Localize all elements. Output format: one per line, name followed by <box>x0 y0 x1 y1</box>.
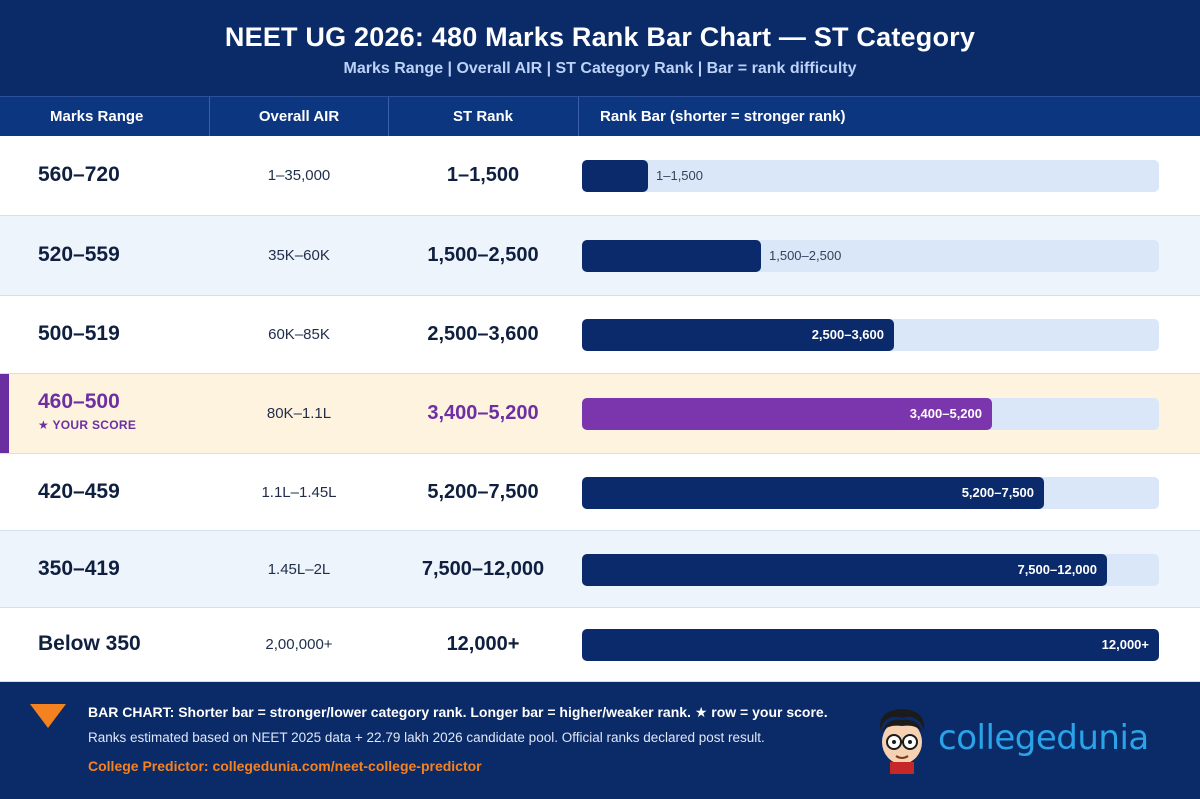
rank-bar-track: 2,500–3,600 <box>582 319 1159 351</box>
column-divider <box>209 97 210 137</box>
rank-bar-track: 7,500–12,000 <box>582 553 1159 586</box>
column-header-st-rank: ST Rank <box>452 108 513 125</box>
rank-bar-track: 1–1,500 <box>582 160 1159 192</box>
rank-table-body: 560–720 1–35,000 1–1,500 1–1,500 520–559 35K–… <box>0 136 1200 682</box>
rank-bar-label: 7,500–12,000 <box>1017 561 1097 577</box>
rank-bar-label: 2,500–3,600 <box>811 327 884 342</box>
rank-bar-label: 3,400–5,200 <box>909 406 982 421</box>
marks-range-cell: 520–559 <box>38 243 120 266</box>
rank-bar-label: 12,000+ <box>1101 637 1149 652</box>
overall-air-cell: 1.45L–2L <box>267 560 331 578</box>
column-header-marks: Marks Range <box>50 108 144 125</box>
marks-range-cell: 560–720 <box>38 163 120 186</box>
table-row: 520–559 35K–60K 1,500–2,500 1,500–2,500 <box>0 216 1200 296</box>
rank-bar-track: 5,200–7,500 <box>582 476 1159 509</box>
chart-subtitle: Marks Range | Overall AIR | ST Category … <box>343 60 857 77</box>
your-score-badge: ★ YOUR SCORE <box>38 418 137 432</box>
rank-bar <box>582 398 992 430</box>
table-row: 420–459 1.1L–1.45L 5,200–7,500 5,200–7,500 <box>0 454 1200 531</box>
table-row: 500–519 60K–85K 2,500–3,600 2,500–3,600 <box>0 296 1200 374</box>
table-row-your-score: 460–500 ★ YOUR SCORE 80K–1.1L 3,400–5,200 3,… <box>0 374 1200 454</box>
column-header-rank-bar: Rank Bar (shorter = stronger rank) <box>600 108 846 125</box>
column-divider <box>388 97 389 137</box>
rank-bar <box>582 629 1159 661</box>
overall-air-cell: 1.1L–1.45L <box>261 483 337 501</box>
marks-range-cell: Below 350 <box>38 632 141 655</box>
st-rank-cell: 3,400–5,200 <box>427 402 539 424</box>
st-rank-cell: 1,500–2,500 <box>427 244 539 266</box>
rank-bar-track: 1,500–2,500 <box>582 240 1159 272</box>
st-rank-cell: 5,200–7,500 <box>427 480 539 503</box>
overall-air-cell: 60K–85K <box>268 326 330 343</box>
st-rank-cell: 12,000+ <box>446 633 520 655</box>
column-header-row: Marks Range Overall AIR ST Rank Rank Bar… <box>0 96 1200 137</box>
table-row: Below 350 2,00,000+ 12,000+ 12,000+ <box>0 608 1200 682</box>
st-rank-cell: 7,500–12,000 <box>421 557 545 580</box>
mascot-icon <box>879 709 925 774</box>
rank-bar <box>582 476 1044 509</box>
footer-bar-chart-note: BAR CHART: Shorter bar = stronger/lower … <box>88 704 828 720</box>
rank-bar <box>582 319 894 351</box>
column-divider <box>578 97 579 137</box>
rank-bar-track: 3,400–5,200 <box>582 398 1159 430</box>
marks-range-cell: 420–459 <box>38 479 120 503</box>
footer-estimate-note: Ranks estimated based on NEET 2025 data … <box>88 730 765 745</box>
chart-footer: BAR CHART: Shorter bar = stronger/lower … <box>0 682 1200 799</box>
rank-bar-label: 5,200–7,500 <box>961 484 1034 500</box>
chart-title: NEET UG 2026: 480 Marks Rank Bar Chart —… <box>224 22 976 52</box>
marks-range-cell: 350–419 <box>38 556 120 580</box>
overall-air-cell: 35K–60K <box>268 247 330 264</box>
rank-bar <box>582 160 648 192</box>
chart-header: NEET UG 2026: 480 Marks Rank Bar Chart —… <box>0 0 1200 96</box>
overall-air-cell: 1–35,000 <box>267 167 331 184</box>
table-row: 350–419 1.45L–2L 7,500–12,000 7,500–12,000 <box>0 531 1200 608</box>
college-predictor-link[interactable]: College Predictor: collegedunia.com/neet… <box>88 758 482 774</box>
warning-triangle-icon <box>30 704 66 728</box>
marks-range-cell: 460–500 <box>38 390 120 413</box>
collegedunia-logo: collegedunia <box>938 718 1149 758</box>
rank-bar <box>582 240 761 272</box>
overall-air-cell: 2,00,000+ <box>265 636 333 653</box>
overall-air-cell: 80K–1.1L <box>266 405 332 422</box>
st-rank-cell: 1–1,500 <box>446 164 520 186</box>
marks-range-cell: 500–519 <box>38 322 120 345</box>
rank-bar-label: 1,500–2,500 <box>769 248 842 263</box>
st-rank-cell: 2,500–3,600 <box>427 323 539 345</box>
rank-bar <box>582 553 1107 586</box>
table-row: 560–720 1–35,000 1–1,500 1–1,500 <box>0 136 1200 216</box>
column-header-air: Overall AIR <box>258 108 340 125</box>
rank-bar-label: 1–1,500 <box>656 168 703 183</box>
rank-bar-track: 12,000+ <box>582 629 1159 661</box>
your-score-accent <box>0 374 9 453</box>
